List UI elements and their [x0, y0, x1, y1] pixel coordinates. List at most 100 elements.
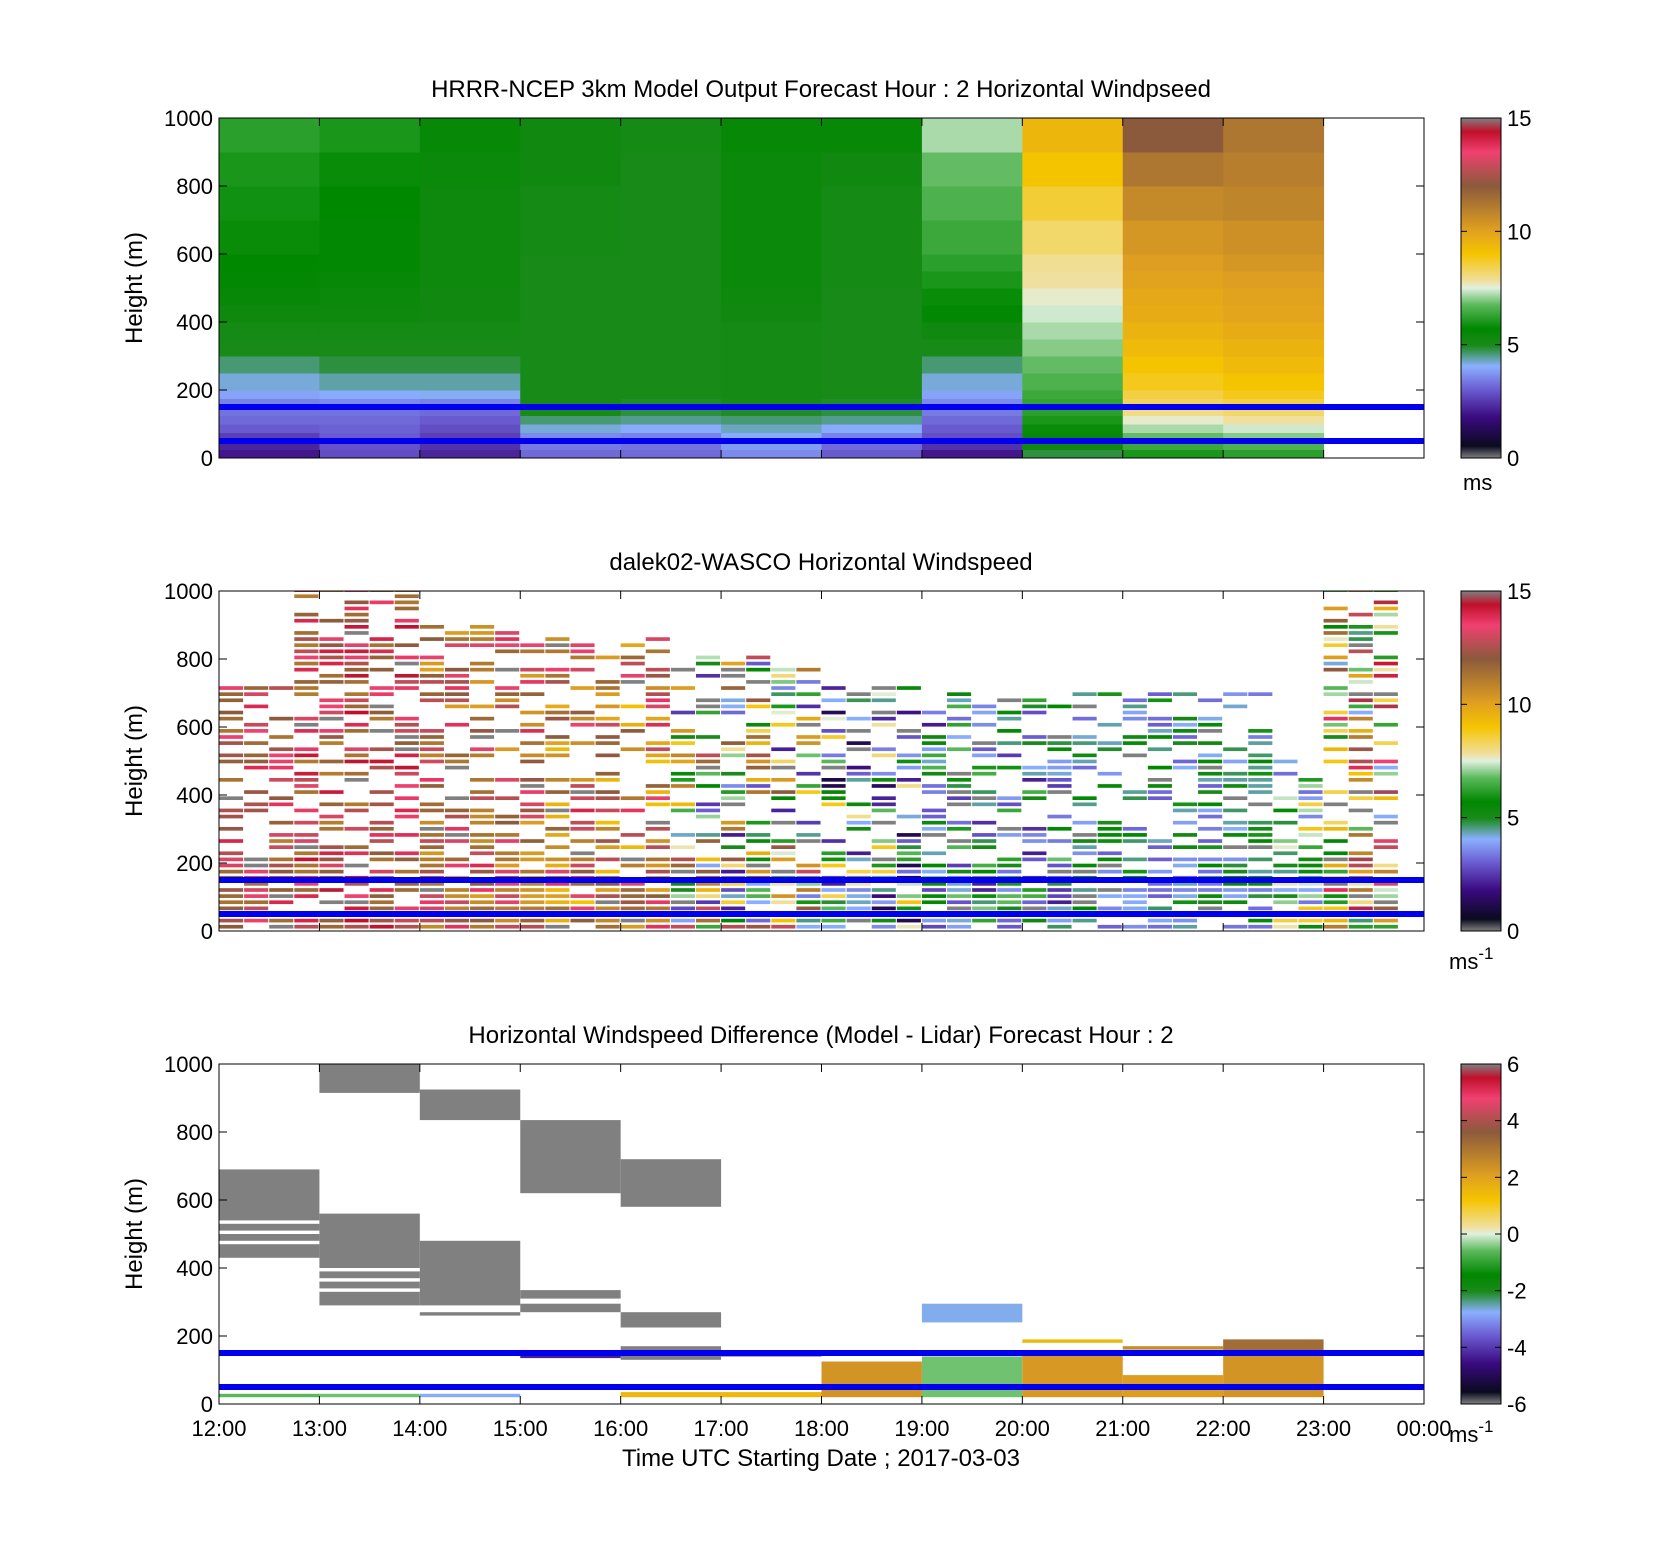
y-tick-label: 600	[176, 1188, 213, 1213]
lidar-return	[1172, 802, 1198, 807]
lidar-return	[495, 704, 520, 709]
heatmap-cell	[921, 254, 1023, 272]
lidar-return	[1298, 918, 1323, 923]
lidar-return	[846, 900, 871, 905]
heatmap-cell	[721, 390, 822, 399]
lidar-return	[771, 673, 796, 678]
lidar-return	[1323, 637, 1348, 641]
lidar-return	[1022, 906, 1047, 911]
lidar-return	[871, 839, 896, 843]
lidar-return	[470, 625, 495, 629]
lidar-return	[1047, 735, 1072, 739]
lidar-return	[645, 894, 670, 898]
lidar-return	[244, 906, 269, 911]
lidar-return	[1348, 631, 1373, 635]
lidar-return	[972, 839, 997, 843]
lidar-return	[1097, 857, 1122, 862]
lidar-return	[721, 747, 746, 752]
heatmap-cell	[1022, 186, 1124, 221]
lidar-return	[1248, 918, 1273, 923]
lidar-return	[972, 796, 997, 801]
lidar-return	[695, 888, 721, 892]
lidar-return	[620, 924, 645, 929]
lidar-return	[771, 686, 796, 690]
lidar-return	[244, 900, 269, 905]
lidar-return	[344, 631, 369, 635]
lidar-return	[771, 851, 796, 856]
heatmap-cell	[419, 424, 521, 433]
lidar-return	[771, 790, 796, 794]
lidar-return	[244, 741, 269, 745]
lidar-return	[645, 753, 670, 758]
lidar-return	[1373, 839, 1398, 843]
heatmap-cell	[1022, 373, 1124, 391]
lidar-return	[1273, 808, 1298, 813]
lidar-return	[1198, 765, 1223, 770]
lidar-return	[1298, 814, 1323, 819]
lidar-return	[319, 814, 344, 819]
lidar-return	[846, 894, 871, 898]
x-tick-label: 20:00	[995, 1416, 1050, 1441]
lidar-return	[1072, 863, 1097, 868]
heatmap-cell	[1122, 305, 1224, 323]
lidar-return	[570, 778, 595, 782]
lidar-return	[1273, 894, 1298, 898]
lidar-return	[1298, 802, 1323, 807]
heatmap-cell	[319, 339, 421, 357]
lidar-return	[1147, 888, 1172, 892]
lidar-return	[419, 655, 444, 660]
heatmap-cell	[1122, 356, 1224, 374]
colorbar-tick-label: -2	[1507, 1279, 1527, 1304]
y-tick-label: 800	[176, 174, 213, 199]
lidar-return	[796, 741, 821, 745]
lidar-return	[1097, 839, 1122, 843]
heatmap-cell	[319, 424, 421, 433]
lidar-return	[394, 918, 419, 923]
lidar-return	[244, 888, 269, 892]
lidar-return	[595, 735, 620, 739]
lidar-return	[821, 735, 846, 739]
lidar-return	[695, 704, 721, 709]
lidar-return	[1072, 735, 1097, 739]
lidar-return	[1248, 869, 1273, 874]
lidar-return	[219, 796, 244, 801]
lidar-return	[394, 735, 419, 739]
lidar-return	[1248, 765, 1273, 770]
lidar-return	[771, 918, 796, 923]
lidar-return	[1147, 698, 1172, 703]
lidar-return	[821, 716, 846, 721]
lidar-return	[369, 600, 394, 605]
y-tick-label: 600	[176, 715, 213, 740]
heatmap-cell	[821, 186, 923, 221]
lidar-return	[620, 729, 645, 733]
lidar-return	[470, 667, 495, 672]
lidar-return	[344, 808, 369, 813]
lidar-return	[244, 808, 269, 813]
lidar-return	[444, 667, 470, 672]
lidar-return	[1198, 698, 1223, 703]
lidar-return	[1298, 808, 1323, 813]
lidar-return	[344, 900, 369, 905]
x-tick-label: 21:00	[1095, 1416, 1150, 1441]
lidar-return	[294, 924, 319, 929]
lidar-return	[1348, 790, 1373, 794]
lidar-return	[344, 845, 369, 849]
heatmap-cell	[319, 271, 421, 289]
y-tick-label: 400	[176, 1256, 213, 1281]
lidar-return	[520, 710, 545, 715]
lidar-return	[695, 906, 721, 911]
lidar-return	[1373, 790, 1398, 794]
heatmap-cell	[721, 356, 822, 374]
lidar-return	[746, 851, 771, 856]
lidar-return	[821, 857, 846, 862]
lidar-return	[495, 698, 520, 703]
lidar-return	[1198, 839, 1223, 843]
lidar-return	[545, 704, 570, 709]
lidar-return	[570, 790, 595, 794]
lidar-return	[721, 845, 746, 849]
lidar-return	[972, 710, 997, 715]
lidar-return	[269, 759, 294, 764]
lidar-return	[595, 655, 620, 660]
lidar-return	[520, 790, 545, 794]
x-tick-label: 14:00	[392, 1416, 447, 1441]
